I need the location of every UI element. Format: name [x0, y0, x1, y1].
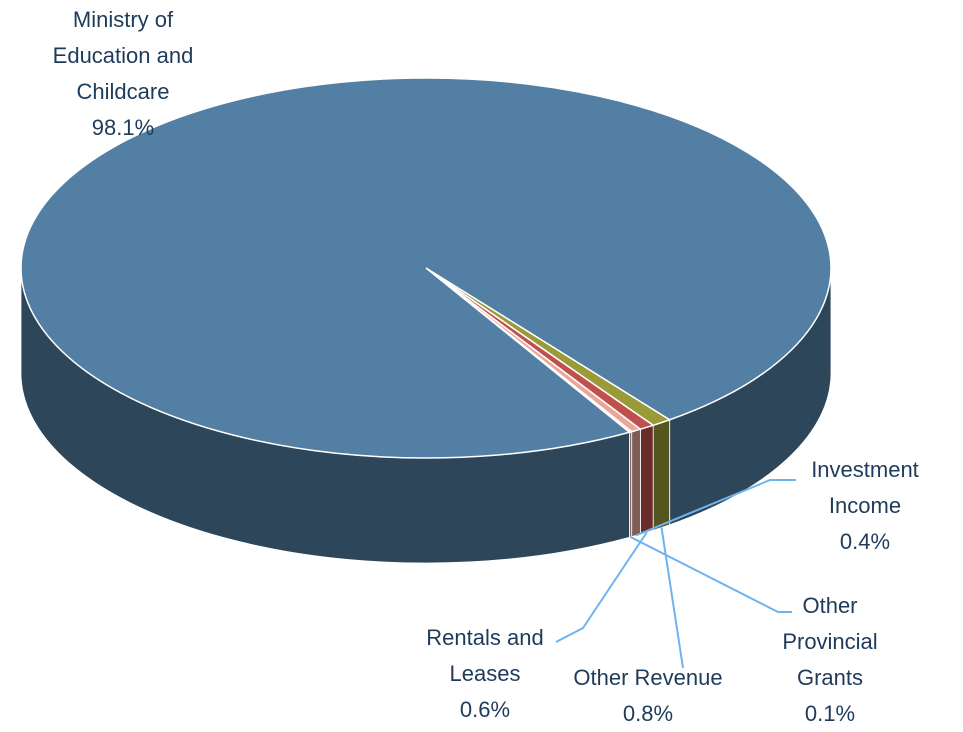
value-label: 0.6% — [459, 697, 511, 722]
leader-line — [635, 479, 796, 537]
slice-side — [631, 428, 641, 538]
slice — [20, 77, 832, 459]
value-label: 0.4% — [839, 529, 891, 554]
leader-line — [660, 527, 684, 669]
category-label: Ministry of Education and Childcare — [52, 7, 194, 104]
leader-line — [555, 531, 648, 643]
slice-label: Investment Income 0.4% — [790, 452, 940, 560]
value-label: 0.1% — [804, 701, 856, 726]
leader-line — [630, 536, 792, 613]
slice-label: Other Provincial Grants 0.1% — [765, 588, 895, 732]
value-label: 98.1% — [91, 115, 155, 140]
slice-label: Rentals and Leases 0.6% — [410, 620, 560, 728]
slice-side — [639, 424, 654, 535]
slice-label: Ministry of Education and Childcare 98.1% — [33, 2, 213, 146]
category-label: Investment Income — [811, 457, 919, 518]
category-label: Other Revenue — [573, 665, 723, 690]
category-label: Other Provincial Grants — [782, 593, 878, 690]
slice-side — [652, 419, 671, 531]
slice-label: Other Revenue 0.8% — [548, 660, 748, 732]
category-label: Rentals and Leases — [426, 625, 544, 686]
value-label: 0.8% — [622, 701, 674, 726]
